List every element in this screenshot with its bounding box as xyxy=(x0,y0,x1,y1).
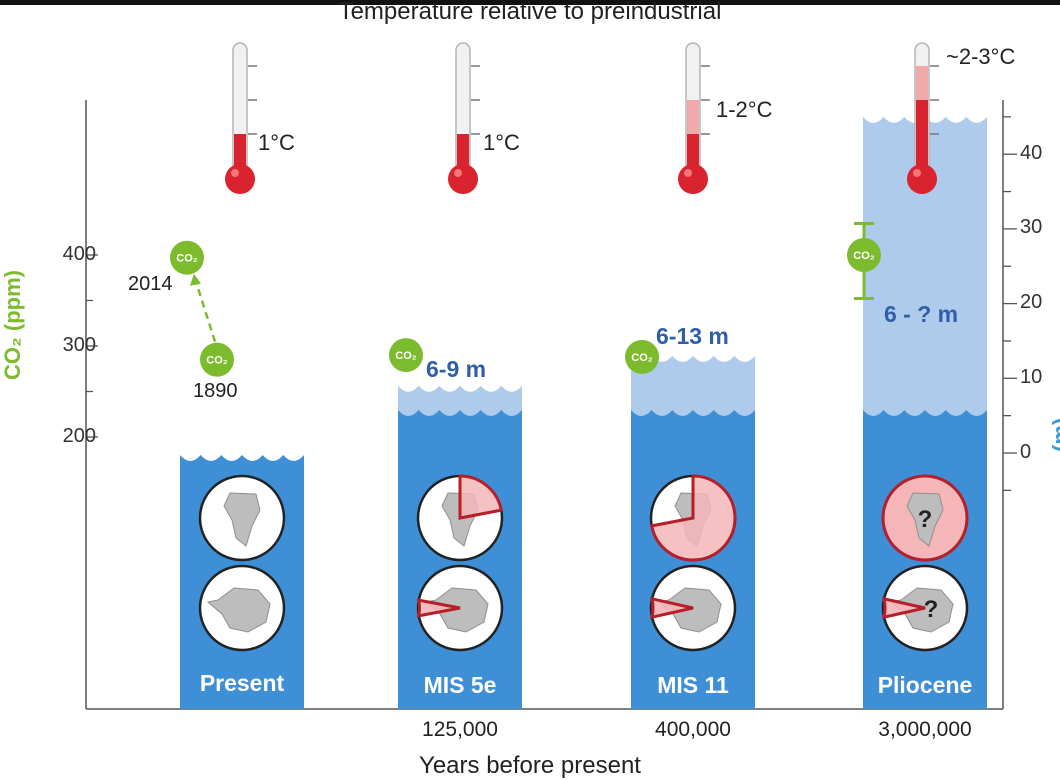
thermometer-bulb xyxy=(678,164,708,194)
greenland-ice-sheet xyxy=(649,474,737,562)
temperature-fill xyxy=(234,134,246,174)
greenland-icon xyxy=(223,492,261,547)
sea-level-tick-10: 10 xyxy=(1020,366,1043,388)
unknown-mark: ? xyxy=(918,506,933,533)
greenland-icon xyxy=(906,492,944,547)
greenland-ice-sheet xyxy=(198,474,286,562)
temperature-range-fill xyxy=(916,66,928,100)
co2-change-arrow xyxy=(194,281,217,343)
thermometer-icon xyxy=(678,42,710,194)
co2-badge-label: CO₂ xyxy=(853,250,875,262)
temperature-present: 1°C xyxy=(258,130,295,155)
co2-circle xyxy=(170,240,204,275)
antarctica-loss-wedge xyxy=(650,596,694,620)
sea-level-tick-40: 40 xyxy=(1020,142,1043,164)
years-mis11: 400,000 xyxy=(655,718,731,741)
temperature-fill xyxy=(916,100,928,174)
period-label-mis5e: MIS 5e xyxy=(423,672,497,698)
temperature-mis5e: 1°C xyxy=(483,130,520,155)
co2-tick-200: 200 xyxy=(62,425,96,447)
sea-level-tick-0: 0 xyxy=(1020,441,1032,463)
sea-level-axis-label: (m) xyxy=(1048,417,1060,452)
sea-level-tick-20: 20 xyxy=(1020,291,1043,313)
thermometer-icon xyxy=(448,42,480,194)
co2-tick-400: 400 xyxy=(62,243,96,265)
co2-marker-2014: CO₂ xyxy=(170,240,204,275)
bulb-highlight xyxy=(231,169,239,177)
co2-circle xyxy=(847,238,881,272)
co2-marker-pliocene: CO₂ xyxy=(847,238,881,272)
co2-arrow-head xyxy=(190,273,201,286)
greenland-loss-wedge xyxy=(458,474,504,520)
antarctica-ice-sheet xyxy=(416,564,504,652)
co2-year-1890: 1890 xyxy=(193,380,238,402)
greenland-ice-sheet xyxy=(416,474,504,562)
thermometer-icon xyxy=(907,42,939,194)
temperature-pliocene: ~2-3°C xyxy=(946,44,1016,69)
temperature-range-fill xyxy=(687,100,699,134)
period-label-present: Present xyxy=(199,670,285,696)
co2-badge-label: CO₂ xyxy=(631,352,653,364)
co2-tick-300: 300 xyxy=(62,334,96,356)
greenland-loss-wedge xyxy=(649,474,737,562)
thermometer-icon xyxy=(225,42,257,194)
antarctica-ice-sheet xyxy=(198,564,286,652)
sea-level-rise-pliocene: 6 - ? m xyxy=(884,301,959,327)
antarctica-icon xyxy=(206,587,271,633)
sea-level-rise-mis11: 6-13 m xyxy=(656,323,729,349)
period-label-pliocene: Pliocene xyxy=(877,672,973,698)
bulb-highlight xyxy=(684,169,692,177)
co2-circle xyxy=(389,338,423,373)
bulb-highlight xyxy=(913,169,921,177)
temperature-fill xyxy=(457,134,469,174)
thermometer-bulb xyxy=(225,164,255,194)
antarctica-ice-sheet: ? xyxy=(881,564,969,652)
antarctica-loss-wedge xyxy=(882,596,926,620)
sea-level-rise-mis5e: 6-9 m xyxy=(426,356,487,382)
co2-circle xyxy=(200,342,234,377)
bulb-highlight xyxy=(454,169,462,177)
years-pliocene: 3,000,000 xyxy=(878,718,972,741)
co2-marker-1890: CO₂ xyxy=(200,342,234,377)
thermometer-bulb xyxy=(907,164,937,194)
period-label-mis11: MIS 11 xyxy=(657,672,729,698)
antarctica-loss-wedge xyxy=(416,598,461,618)
co2-badge-label: CO₂ xyxy=(176,253,198,265)
greenland-ice-sheet: ? xyxy=(881,474,969,562)
co2-marker-mis5e: CO₂ xyxy=(389,338,423,373)
thermometer-bulb xyxy=(448,164,478,194)
co2-axis-label: CO₂ (ppm) xyxy=(0,270,25,380)
sea-level-tick-30: 30 xyxy=(1020,216,1043,238)
temperature-mis11: 1-2°C xyxy=(716,97,773,122)
unknown-mark: ? xyxy=(924,596,939,623)
x-axis-label: Years before present xyxy=(419,752,641,779)
co2-circle xyxy=(625,339,659,374)
co2-badge-label: CO₂ xyxy=(395,350,417,362)
co2-year-2014: 2014 xyxy=(128,273,173,295)
chart-title: Temperature relative to preindustrial xyxy=(338,0,722,25)
top-border xyxy=(0,0,1060,5)
co2-badge-label: CO₂ xyxy=(206,355,228,367)
co2-marker-mis11: CO₂ xyxy=(625,339,659,374)
antarctica-ice-sheet xyxy=(649,564,737,652)
temperature-fill xyxy=(687,134,699,174)
years-mis5e: 125,000 xyxy=(422,718,498,741)
